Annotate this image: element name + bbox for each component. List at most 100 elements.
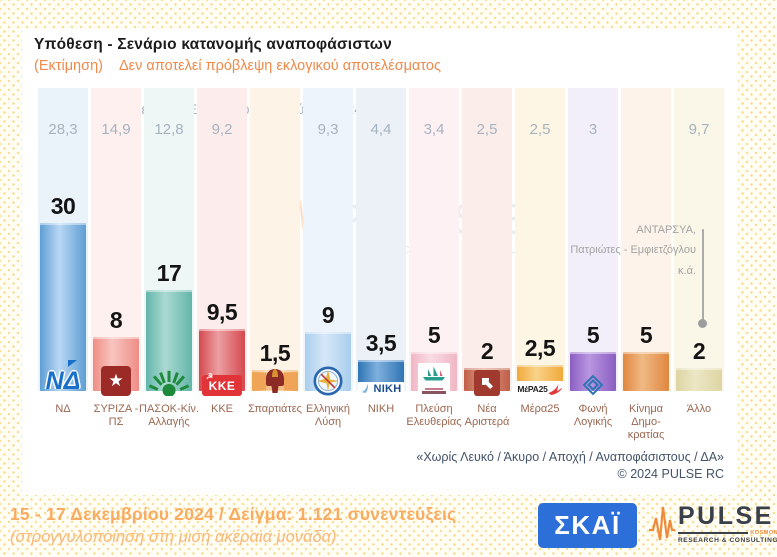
euro-result-value: 12,8 xyxy=(154,121,184,138)
party-label: Φωνή Λογικής xyxy=(573,403,613,429)
party-logo xyxy=(313,366,343,396)
spartiates-helmet-logo-icon xyxy=(255,369,295,393)
party-column: 9,2 9,5 ☭ KKE ΚΚΕ xyxy=(197,88,247,415)
party-logo: ΜέΡΑ25 xyxy=(515,381,565,396)
mera25-arrow-icon xyxy=(548,383,563,395)
arrow-icon xyxy=(481,377,493,389)
party-bar xyxy=(40,223,86,391)
niki-logo-icon: ΝΙΚΗ xyxy=(357,382,405,396)
party-column: 9,7 2 Άλλο xyxy=(674,88,724,415)
elliniki-lysi-compass-logo-icon xyxy=(313,366,343,396)
party-logo xyxy=(418,363,450,396)
party-label: Πλεύση Ελευθερίας xyxy=(406,403,462,429)
pulse-kosmon-text: KOSMON xyxy=(750,530,777,536)
euro-result-value: 4,4 xyxy=(370,121,392,138)
party-column: 2,5 2 Νέα Αριστερά xyxy=(462,88,512,428)
party-label: ΝΙΚΗ xyxy=(367,403,395,415)
party-column: 5 Κίνημα Δημο- κρατίας xyxy=(621,88,671,441)
annotation-line-1: ΑΝΤΑΡΣΥΑ, xyxy=(636,224,696,236)
chart-footnote: «Χωρίς Λευκό / Άκυρο / Αποχή / Αναποφάσι… xyxy=(416,449,724,483)
bar-value-label: 17 xyxy=(156,260,182,286)
party-bar xyxy=(570,352,616,391)
plefsi-sailboat-logo-icon xyxy=(418,363,450,396)
party-column: 2,5 2,5 ΜέΡΑ25 Μέρα25 xyxy=(515,88,565,415)
annotation-line-2: Πατριώτες - Εμφιετζόγλου xyxy=(570,244,696,257)
bar-value-label: 8 xyxy=(109,307,123,333)
rounding-note: (στρογγυλοποίηση στη μισή ακέραια μονάδα… xyxy=(10,528,337,546)
nd-logo-icon: ΝΔ xyxy=(39,360,87,396)
bar-value-label: 30 xyxy=(50,193,76,219)
kke-flag-logo-icon: ☭ KKE xyxy=(202,372,242,396)
party-column: 12,8 17 ΠΑΣΟΚ-Κίν. Αλλαγής xyxy=(139,88,199,428)
bar-value-label: 5 xyxy=(427,322,441,348)
party-label: ΣΥΡΙΖΑ - ΠΣ xyxy=(93,403,139,429)
party-logo: ΝΔ xyxy=(39,360,87,396)
bar-value-label: 5 xyxy=(586,322,600,348)
foni-logikis-diamond-logo-icon xyxy=(582,374,604,396)
subtitle-estimate: (Εκτίμηση) xyxy=(34,58,103,74)
annotation-connector-line xyxy=(702,229,704,323)
euro-result-value: 28,3 xyxy=(48,121,78,138)
euro-result-value: 3 xyxy=(588,121,598,138)
pulse-logo: PULSE KOSMON RESEARCH & CONSULTING xyxy=(648,501,777,547)
party-label: Άλλο xyxy=(686,403,712,415)
euro-result-value: 3,4 xyxy=(423,121,445,138)
party-logo: ★ xyxy=(101,366,131,396)
footnote-copyright: © 2024 PULSE RC xyxy=(617,467,724,481)
pulse-logo-rule: KOSMON xyxy=(678,530,777,536)
bar-value-label: 1,5 xyxy=(259,340,291,366)
mera25-logo-icon: ΜέΡΑ25 xyxy=(515,381,565,396)
bar-value-label: 2 xyxy=(692,338,706,364)
page-title: Υπόθεση - Σενάριο κατανομής αναποφάσιστω… xyxy=(34,36,392,53)
party-label: ΚΚΕ xyxy=(210,403,233,415)
annotation-connector-dot xyxy=(698,319,707,328)
bar-value-label: 2,5 xyxy=(524,335,556,361)
bar-value-label: 5 xyxy=(639,322,653,348)
bar-value-label: 3,5 xyxy=(365,330,397,356)
sailboat-icon xyxy=(423,366,445,381)
fieldwork-dates-sample: 15 - 17 Δεκεμβρίου 2024 / Δείγμα: 1.121 … xyxy=(10,504,457,524)
nd-flag-icon xyxy=(68,360,77,367)
euro-result-value: 2,5 xyxy=(529,121,551,138)
party-logo: ΝΙΚΗ xyxy=(357,382,405,396)
skai-logo: ΣΚΑΪ xyxy=(538,503,637,548)
footnote-exclusions: «Χωρίς Λευκό / Άκυρο / Αποχή / Αναποφάσι… xyxy=(416,450,724,464)
party-column: 1,5 Σπαρτιάτες xyxy=(248,88,302,415)
euro-result-value: 2,5 xyxy=(476,121,498,138)
party-bar xyxy=(623,352,669,391)
party-column: 3 5 Φωνή Λογικής xyxy=(568,88,618,428)
page-subtitle: (Εκτίμηση) Δεν αποτελεί πρόβλεψη εκλογικο… xyxy=(34,58,441,74)
party-label: Νέα Αριστερά xyxy=(464,403,510,429)
party-label: Κίνημα Δημο- κρατίας xyxy=(627,403,665,442)
party-label: ΝΔ xyxy=(55,403,71,415)
pulse-waveform-icon xyxy=(649,506,675,541)
party-label: Μέρα25 xyxy=(520,403,560,415)
party-logo xyxy=(148,368,190,396)
pulse-logo-text: PULSE xyxy=(678,502,774,530)
hammer-sickle-icon: ☭ xyxy=(206,372,214,381)
party-logo xyxy=(474,370,500,396)
euro-result-value: 9,2 xyxy=(211,121,233,138)
syriza-star-logo-icon: ★ xyxy=(101,366,131,396)
annotation-line-3: κ.ά. xyxy=(678,264,696,277)
bar-value-label: 2 xyxy=(480,338,494,364)
niki-wing-icon xyxy=(361,384,368,393)
bar-value-label: 9,5 xyxy=(206,299,238,325)
party-column: 3,4 5 Πλεύση Ελευθερίας xyxy=(406,88,462,428)
chart-columns: 28,3 30 ΝΔ ΝΔ 14,9 8 ★ ΣΥΡΙΖΑ - ΠΣ 12,8 … xyxy=(38,88,724,441)
party-bar xyxy=(676,368,722,391)
footer-info: 15 - 17 Δεκεμβρίου 2024 / Δείγμα: 1.121 … xyxy=(10,504,456,547)
bar-value-label: 9 xyxy=(321,302,335,328)
party-logo: ☭ KKE xyxy=(202,372,242,396)
party-column: 14,9 8 ★ ΣΥΡΙΖΑ - ΠΣ xyxy=(91,88,141,428)
party-column: 28,3 30 ΝΔ ΝΔ xyxy=(38,88,88,415)
euro-result-value: 9,3 xyxy=(317,121,339,138)
pasok-sun-logo-icon xyxy=(148,370,190,396)
euro-result-value: 14,9 xyxy=(101,121,131,138)
party-logo xyxy=(255,366,295,396)
party-label: Ελληνική Λύση xyxy=(305,403,351,429)
rule-line xyxy=(678,532,749,534)
other-annotation-text: ΑΝΤΑΡΣΥΑ, Πατριώτες - Εμφιετζόγλου κ.ά. xyxy=(570,220,696,281)
nea-aristera-arrow-logo-icon xyxy=(474,370,500,396)
